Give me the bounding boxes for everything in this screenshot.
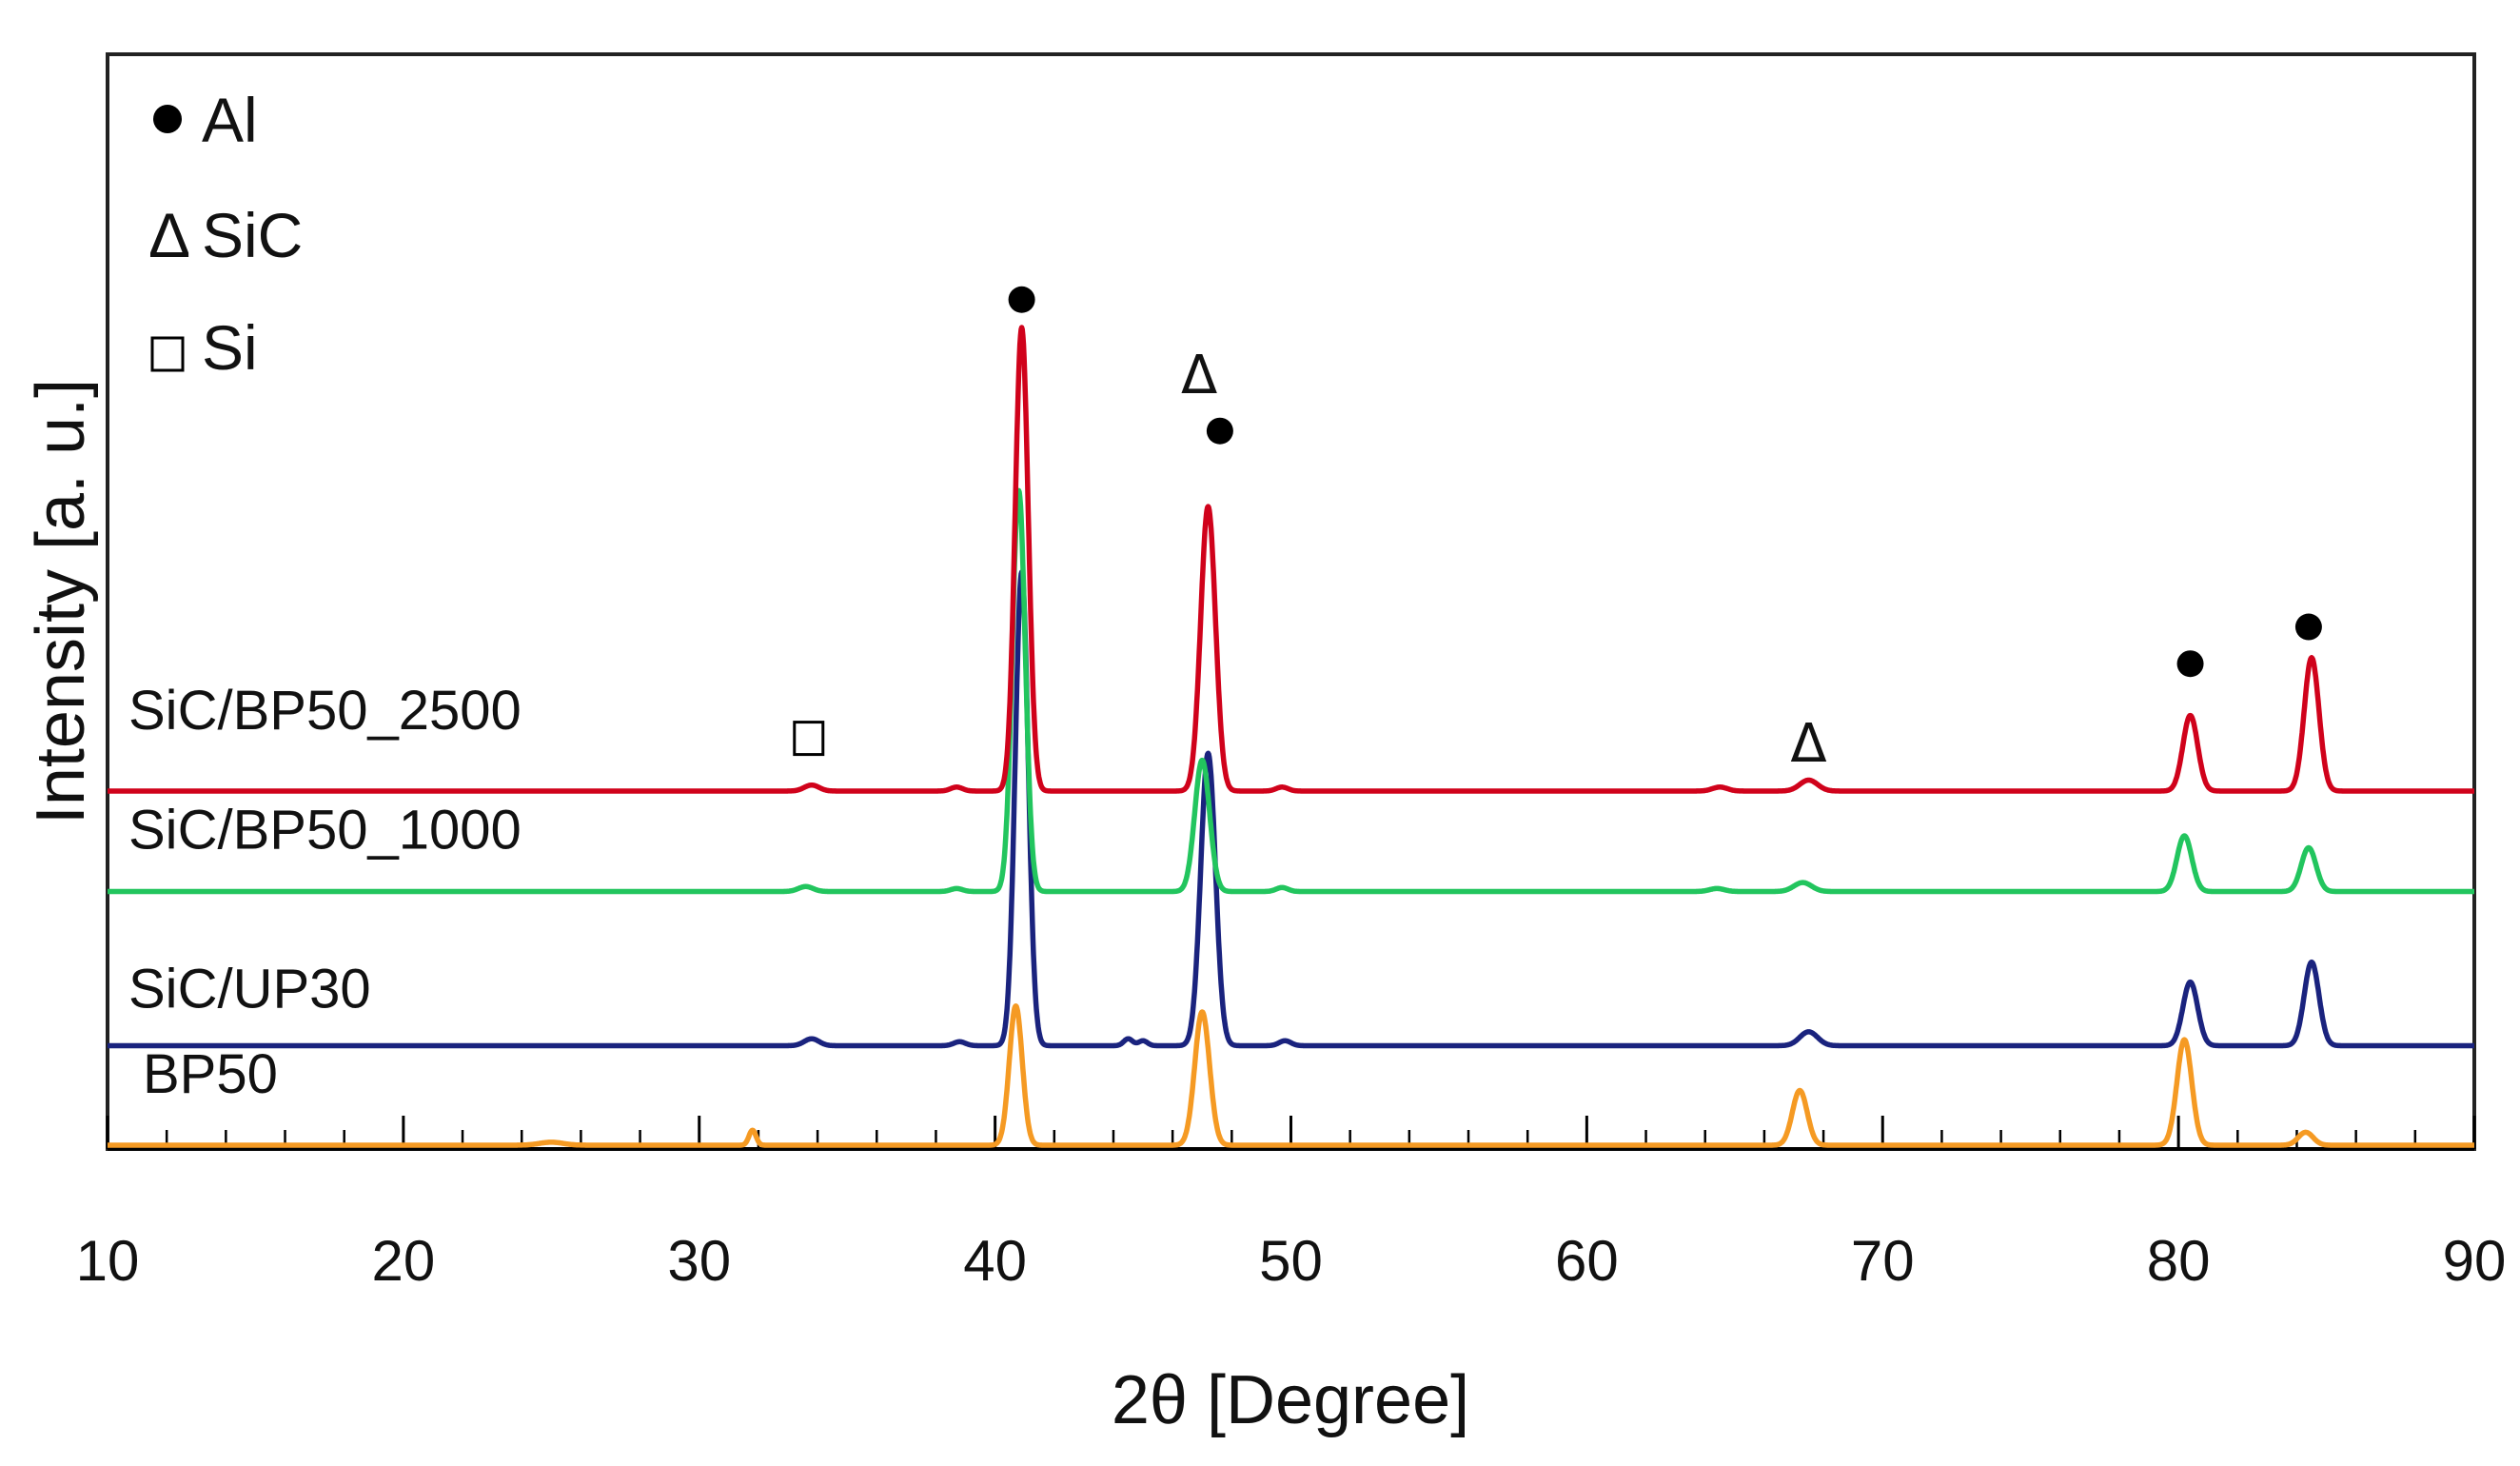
legend-si-label: Si (202, 312, 258, 383)
x-tick-label: 30 (667, 1229, 731, 1293)
legend-sic-marker: Δ (148, 200, 190, 270)
peak-marker-sic: Δ (1181, 345, 1217, 406)
series-group (105, 325, 2477, 1148)
peak-marker-al-icon (2294, 613, 2322, 641)
peak-marker-si-icon (793, 721, 825, 757)
legend: Al Δ SiC Si (148, 85, 303, 383)
x-tick-label: 80 (2147, 1229, 2211, 1293)
legend-sic-label: SiC (202, 200, 303, 270)
x-tick-label: 10 (76, 1229, 140, 1293)
series-line-sic-up30 (105, 569, 2477, 1049)
series-line-sic-bp50-1000 (105, 487, 2477, 895)
plot-frame (106, 52, 2476, 1151)
peak-marker-sic: Δ (1790, 713, 1826, 775)
tick-labels: 10 20 30 40 50 60 70 80 90 (76, 1229, 2507, 1293)
x-axis-title: 2θ [Degree] (1112, 1362, 1469, 1438)
series-label: SiC/BP50_1000 (128, 800, 522, 862)
x-tick-label: 50 (1259, 1229, 1323, 1293)
series-labels: SiC/BP50_2500 SiC/BP50_1000 SiC/UP30 BP50 (128, 680, 522, 1105)
legend-al-label: Al (202, 85, 258, 155)
series-label: SiC/UP30 (128, 959, 371, 1020)
x-tick-label: 90 (2443, 1229, 2507, 1293)
x-tick-label: 20 (372, 1229, 436, 1293)
peak-markers: ΔΔ (793, 286, 2322, 775)
y-axis-title: Intensity [a. u.] (23, 379, 99, 824)
series-line-bp50 (105, 1002, 2477, 1148)
legend-si-marker-icon (150, 336, 185, 372)
x-tick-label: 40 (963, 1229, 1027, 1293)
peak-marker-al-icon (1008, 286, 1035, 313)
series-label: BP50 (143, 1043, 278, 1105)
x-tick-label: 70 (1851, 1229, 1915, 1293)
peak-marker-al-icon (1206, 417, 1233, 445)
peak-marker-al-icon (2176, 650, 2204, 678)
series-label: SiC/BP50_2500 (128, 680, 522, 742)
x-tick-label: 60 (1555, 1229, 1619, 1293)
series-line-sic-bp50-2500 (105, 325, 2477, 794)
legend-al-marker-icon (153, 105, 182, 133)
